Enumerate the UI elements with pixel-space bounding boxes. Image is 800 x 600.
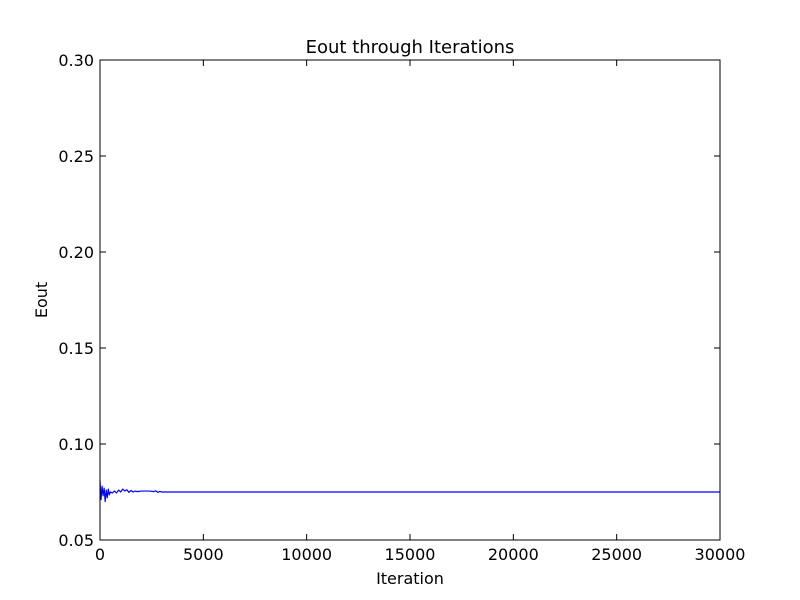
tick-layer: 0 5000 10000 15000 20000 25000 30000 0.05 0.10 0.…: [58, 51, 745, 564]
y-tick-label: 0.20: [58, 243, 94, 262]
x-tick-label: 0: [95, 545, 105, 564]
x-tick-label: 10000: [281, 545, 332, 564]
x-tick-label: 5000: [183, 545, 224, 564]
y-tick-label: 0.15: [58, 339, 94, 358]
y-tick-label: 0.05: [58, 531, 94, 550]
x-tick-label: 30000: [695, 545, 746, 564]
x-tick-label: 15000: [385, 545, 436, 564]
y-tick-label: 0.30: [58, 51, 94, 70]
eout-series-line: [99, 480, 720, 503]
y-axis-label: Eout: [32, 282, 51, 318]
x-tick-label: 25000: [591, 545, 642, 564]
y-tick-label: 0.10: [58, 435, 94, 454]
chart-title: Eout through Iterations: [306, 37, 515, 58]
series-layer: [99, 480, 720, 503]
x-tick-label: 20000: [488, 545, 539, 564]
x-axis-label: Iteration: [376, 569, 444, 588]
plot-frame: [99, 59, 721, 541]
y-tick-label: 0.25: [58, 147, 94, 166]
